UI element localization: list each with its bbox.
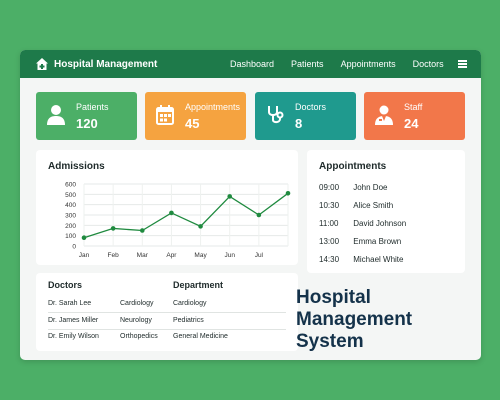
hamburger-menu-icon[interactable]: [458, 60, 467, 68]
appointment-time: 09:00: [319, 183, 340, 192]
nav-appointments[interactable]: Appointments: [340, 59, 396, 69]
stat-value: 24: [404, 116, 419, 131]
doctor-name: Dr. James Miller: [48, 317, 99, 324]
appointment-time: 11:00: [319, 219, 339, 228]
doctors-table-card: Doctors Department Dr. Sarah Lee Cardiol…: [36, 273, 298, 351]
doctor-department: Pediatrics: [173, 317, 204, 324]
data-point: [169, 210, 174, 216]
x-tick-label: Feb: [108, 252, 120, 259]
doctor-department: General Medicine: [173, 333, 228, 340]
data-point: [81, 235, 87, 241]
appointment-patient: Alice Smith: [353, 201, 394, 210]
nav-doctors[interactable]: Doctors: [412, 59, 444, 69]
appointment-time: 14:30: [319, 255, 340, 264]
stat-label: Doctors: [295, 102, 327, 112]
doctor-specialty: Cardiology: [120, 300, 154, 307]
stethoscope-icon: [268, 106, 284, 124]
stat-value: 120: [76, 116, 98, 131]
x-tick-label: Jun: [224, 252, 235, 259]
logo[interactable]: Hospital Management: [35, 57, 157, 71]
stat-card-staff[interactable]: Staff 24: [364, 92, 465, 140]
hero-title-line: System: [296, 331, 364, 352]
row-divider: [48, 312, 286, 313]
y-tick-label: 300: [65, 213, 76, 220]
appointment-row[interactable]: 14:30 Michael White: [319, 255, 403, 264]
y-tick-label: 0: [72, 244, 76, 251]
data-point: [227, 194, 233, 199]
data-point: [110, 226, 116, 231]
appointments-card: Appointments 09:00 John Doe 10:30 Alice …: [307, 150, 465, 273]
y-tick-label: 600: [65, 182, 76, 189]
data-point: [198, 224, 203, 229]
x-tick-label: Mar: [137, 252, 149, 259]
stat-label: Appointments: [185, 102, 241, 112]
x-tick-label: Jan: [79, 252, 90, 259]
y-tick-label: 500: [65, 192, 76, 199]
data-point: [256, 212, 262, 218]
admissions-title: Admissions: [48, 161, 105, 172]
series-line: [83, 192, 289, 239]
appointment-patient: David Johnson: [353, 219, 407, 228]
admissions-line-chart: 0 100 200 300 400 500 600 Jan Feb Mar Apr May Jun Jul: [65, 182, 291, 259]
stat-card-patients[interactable]: Patients 120: [36, 92, 137, 140]
hero-title-line: Management: [296, 309, 413, 330]
x-tick-label: Jul: [255, 252, 264, 259]
doctor-specialty: Orthopedics: [120, 333, 158, 340]
y-tick-label: 400: [65, 202, 76, 209]
nav-patients[interactable]: Patients: [291, 59, 324, 69]
appointments-title: Appointments: [319, 161, 387, 172]
appointment-row[interactable]: 10:30 Alice Smith: [319, 201, 393, 210]
appointment-time: 13:00: [319, 237, 340, 246]
person-icon: [47, 105, 65, 125]
x-tick-label: Apr: [166, 252, 177, 259]
hero-title: Hospital Management System: [296, 287, 412, 353]
top-bar: Hospital Management Dashboard Patients A…: [20, 50, 481, 78]
appointment-time: 10:30: [319, 201, 340, 210]
app-window: Hospital Management Dashboard Patients A…: [20, 50, 481, 360]
doctor-name: Dr. Sarah Lee: [48, 300, 92, 307]
nav-dashboard[interactable]: Dashboard: [230, 59, 275, 69]
y-tick-label: 200: [65, 223, 76, 230]
doctor-department: Cardiology: [173, 300, 207, 307]
admissions-card: Admissions 0 100 200 300 400 500 600 Jan Feb Mar A…: [36, 150, 298, 265]
appointment-patient: Michael White: [353, 255, 404, 264]
stat-card-doctors[interactable]: Doctors 8: [255, 92, 356, 140]
app-title: Hospital Management: [54, 58, 158, 70]
appointment-patient: John Doe: [353, 183, 388, 192]
data-point: [285, 191, 291, 196]
stat-value: 45: [185, 116, 200, 131]
y-tick-label: 100: [65, 233, 76, 240]
stat-label: Patients: [76, 102, 109, 112]
row-divider: [48, 329, 286, 330]
appointment-row[interactable]: 09:00 John Doe: [319, 183, 387, 192]
home-icon: [36, 58, 48, 70]
staff-icon: [375, 105, 393, 125]
stat-card-appointments[interactable]: Appointments 45: [145, 92, 246, 140]
x-tick-label: May: [194, 252, 207, 259]
calendar-icon: [156, 105, 174, 125]
appointment-patient: Emma Brown: [353, 237, 402, 246]
appointment-row[interactable]: 11:00 David Johnson: [319, 219, 406, 228]
stat-value: 8: [295, 116, 303, 131]
doctor-name: Dr. Emily Wilson: [48, 333, 99, 340]
main-nav: Dashboard Patients Appointments Doctors: [230, 50, 461, 78]
column-header-doctors: Doctors: [48, 280, 83, 290]
data-point: [139, 228, 145, 233]
column-header-department: Department: [173, 280, 224, 290]
hero-title-line: Hospital: [296, 287, 371, 308]
doctor-specialty: Neurology: [120, 317, 152, 324]
appointment-row[interactable]: 13:00 Emma Brown: [319, 237, 401, 246]
stat-label: Staff: [404, 102, 423, 112]
